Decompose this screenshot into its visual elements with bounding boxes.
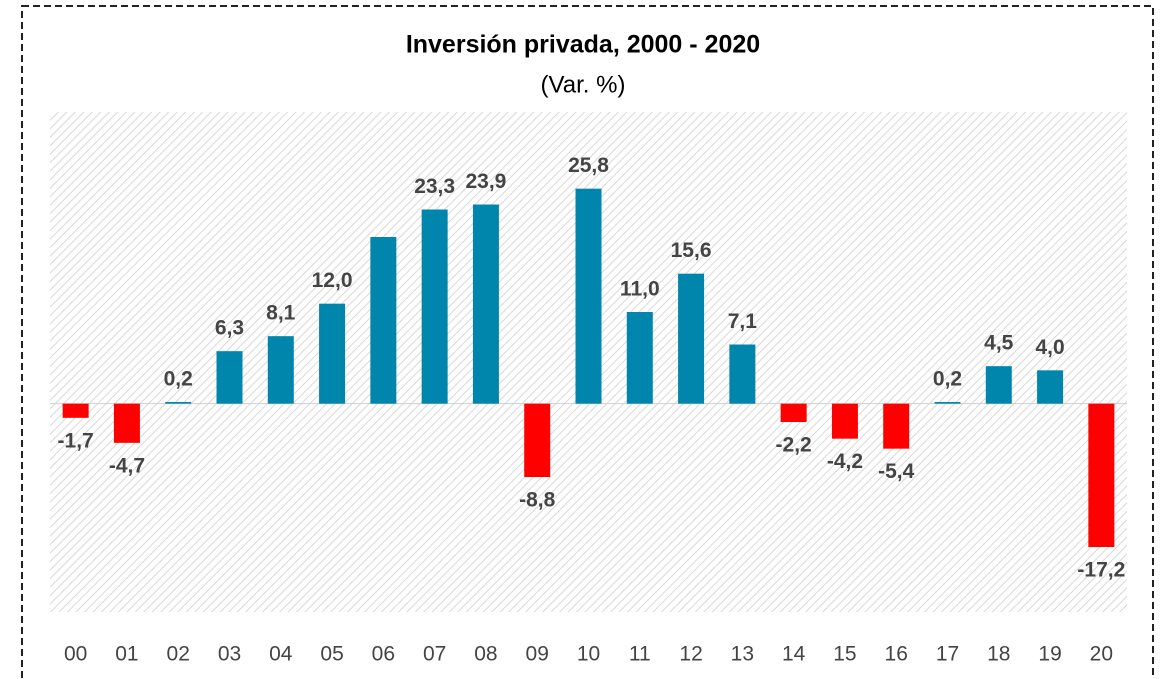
- bar: [1088, 403, 1115, 547]
- bar: [678, 273, 705, 404]
- x-tick-label: 15: [833, 643, 856, 666]
- x-tick-label: 08: [474, 643, 497, 666]
- bar: [113, 403, 140, 443]
- value-label: -8,8: [519, 489, 556, 512]
- value-label: 25,8: [568, 154, 609, 177]
- value-label: 15,6: [671, 239, 712, 262]
- x-tick-label: 07: [423, 643, 446, 666]
- value-label: -1,7: [58, 429, 94, 452]
- value-label: 7,1: [728, 310, 758, 333]
- value-label: 0,2: [164, 368, 193, 391]
- x-tick-label: 02: [167, 643, 190, 666]
- value-label: 6,3: [215, 317, 244, 340]
- bar: [780, 403, 807, 422]
- value-label: 0,2: [933, 368, 962, 391]
- bar: [370, 237, 397, 404]
- value-label: -2,2: [776, 434, 812, 457]
- value-label: -17,2: [1077, 559, 1125, 582]
- value-label: 23,9: [465, 170, 506, 193]
- x-tick-label: 06: [372, 643, 395, 666]
- value-label: 8,1: [266, 302, 296, 325]
- bar: [1037, 370, 1064, 404]
- chart-subtitle: (Var. %): [541, 71, 626, 98]
- bar: [934, 402, 961, 404]
- bar: [729, 344, 756, 404]
- bar: [985, 366, 1012, 404]
- x-tick-label: 00: [64, 643, 87, 666]
- value-label: 11,0: [620, 278, 660, 301]
- bar: [267, 336, 294, 404]
- x-tick-label: 12: [679, 643, 702, 666]
- x-tick-label: 18: [987, 643, 1010, 666]
- bar: [626, 312, 653, 404]
- x-tick-label: 16: [885, 643, 908, 666]
- x-tick-label: 03: [218, 643, 241, 666]
- value-label: -4,2: [827, 450, 863, 473]
- bar: [575, 188, 602, 404]
- x-tick-label: 14: [782, 643, 806, 666]
- value-label: 12,0: [312, 269, 353, 292]
- bar: [216, 351, 243, 404]
- x-tick-label: 09: [526, 643, 549, 666]
- frame: [21, 5, 1154, 679]
- x-tick-label: 11: [629, 643, 651, 666]
- x-tick-label: 13: [731, 643, 754, 666]
- bar: [165, 402, 192, 404]
- value-label: -4,7: [109, 454, 145, 477]
- chart-title: Inversión privada, 2000 - 2020: [406, 31, 760, 59]
- value-label: 4,5: [984, 332, 1014, 355]
- value-label: 23,3: [414, 175, 455, 198]
- bar: [831, 403, 858, 439]
- x-tick-label: 05: [320, 643, 343, 666]
- bar: [319, 303, 346, 404]
- bar: [472, 204, 499, 404]
- bar: [421, 209, 448, 404]
- bar: [883, 403, 910, 449]
- x-tick-label: 19: [1038, 643, 1061, 666]
- x-tick-label: 20: [1090, 643, 1113, 666]
- value-label: -5,4: [878, 460, 915, 483]
- x-tick-label: 17: [936, 643, 959, 666]
- bar: [524, 403, 551, 477]
- x-tick-label: 01: [115, 643, 138, 666]
- bar: [62, 403, 89, 418]
- value-label: 4,0: [1035, 336, 1064, 359]
- x-tick-label: 10: [577, 643, 600, 666]
- x-tick-label: 04: [269, 643, 293, 666]
